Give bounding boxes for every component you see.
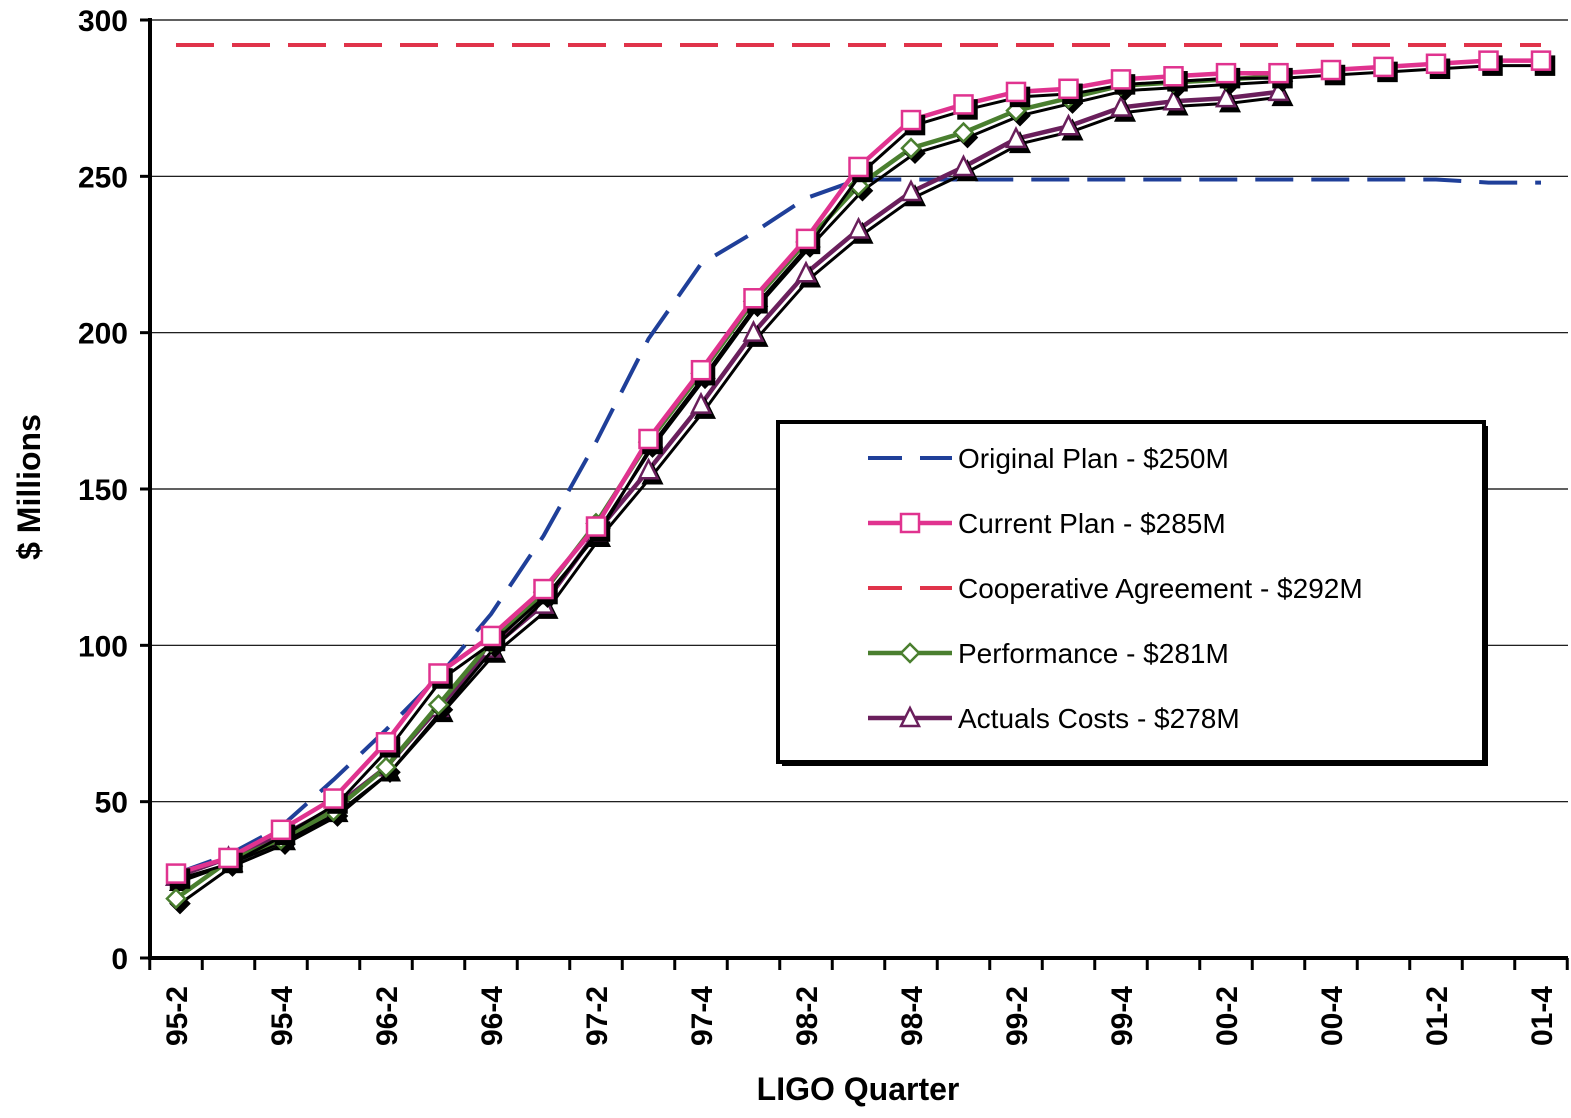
x-tick-label: 95-4: [266, 986, 299, 1046]
x-tick-label: 00-4: [1316, 986, 1349, 1046]
data-point: [375, 732, 397, 753]
legend-label: Actuals Costs - $278M: [958, 703, 1240, 734]
y-tick-label: 200: [78, 318, 128, 351]
data-point: [323, 788, 344, 809]
data-point: [689, 391, 713, 414]
data-point: [638, 428, 659, 450]
data-point: [270, 819, 292, 841]
series-0: [175, 177, 1541, 876]
data-point: [1425, 53, 1447, 75]
y-axis-title: $ Millions: [11, 414, 47, 560]
data-point: [428, 663, 449, 684]
data-point: [1478, 50, 1499, 71]
data-point: [900, 109, 922, 131]
y-tick-label: 100: [78, 630, 128, 663]
y-tick-label: 250: [78, 161, 128, 194]
data-point: [1215, 62, 1237, 84]
data-point: [900, 137, 922, 159]
data-point: [952, 121, 975, 144]
x-tick-label: 99-4: [1106, 986, 1139, 1046]
x-tick-label: 01-4: [1526, 986, 1559, 1046]
data-point: [1162, 88, 1185, 111]
data-point: [848, 156, 869, 178]
legend-items: Original Plan - $250M Current Plan - $285…: [868, 443, 1363, 734]
x-tick-label: 98-4: [896, 986, 929, 1046]
data-point: [743, 288, 764, 309]
x-tick-label: 96-2: [371, 986, 404, 1046]
x-tick-label: 95-2: [161, 986, 194, 1046]
x-tick-label: 97-4: [686, 986, 719, 1046]
data-point: [1268, 62, 1289, 84]
y-tick-label: 0: [111, 943, 128, 976]
tick-labels: 0 50 100 150 200 250 300 95-2 95-4 96-2 96-4 97-2 97…: [78, 5, 1559, 1046]
data-point: [1110, 69, 1132, 90]
data-point: [1058, 78, 1079, 100]
series-shadow-line: [179, 79, 1283, 905]
y-tick-label: 150: [78, 474, 128, 507]
data-point: [218, 847, 239, 869]
data-point: [952, 154, 975, 177]
legend-item: Performance - $281M: [868, 638, 1229, 669]
x-tick-label: 97-2: [581, 986, 614, 1046]
x-tick-label: 98-2: [791, 986, 824, 1046]
legend-item: Actuals Costs - $278M: [868, 703, 1240, 734]
legend-item: Original Plan - $250M: [868, 443, 1229, 474]
legend-item: Current Plan - $285M: [868, 508, 1226, 539]
data-point: [165, 887, 187, 910]
data-point: [637, 457, 660, 480]
data-point: [1057, 113, 1080, 136]
legend-label: Cooperative Agreement - $292M: [958, 573, 1363, 604]
data-point: [899, 642, 921, 664]
data-point: [953, 94, 974, 115]
data-point: [899, 512, 921, 534]
series-1: [165, 50, 1556, 889]
data-point: [1373, 56, 1394, 78]
x-tick-label: 96-4: [476, 986, 509, 1046]
legend-box: [776, 420, 1486, 764]
y-tick-label: 300: [78, 5, 128, 38]
data-point: [1109, 94, 1133, 117]
data-point: [480, 625, 502, 647]
data-point: [1163, 66, 1184, 87]
legend-label: Current Plan - $285M: [958, 508, 1226, 539]
data-point: [795, 228, 817, 250]
data-point: [847, 216, 870, 239]
axes: [140, 18, 1569, 970]
data-point: [1214, 85, 1238, 108]
data-point: [898, 705, 922, 728]
x-tick-label: 99-2: [1001, 986, 1034, 1046]
data-point: [742, 319, 765, 342]
data-point: [899, 179, 923, 202]
data-point: [1530, 50, 1552, 71]
legend-item: Cooperative Agreement - $292M: [868, 573, 1363, 604]
data-point: [533, 578, 554, 600]
legend: Original Plan - $250M Current Plan - $285…: [776, 420, 1488, 766]
data-point: [1004, 126, 1028, 149]
data-point: [165, 863, 187, 884]
series-line: [175, 177, 1541, 876]
data-point: [1320, 59, 1342, 81]
data-point: [375, 756, 397, 779]
data-point: [690, 359, 712, 381]
x-tick-label: 00-2: [1211, 986, 1244, 1046]
y-tick-label: 50: [95, 787, 128, 820]
data-point: [1005, 81, 1027, 103]
series-lines: [164, 43, 1556, 915]
data-point: [427, 693, 450, 716]
x-tick-label: 01-2: [1421, 986, 1454, 1046]
data-point: [794, 260, 818, 283]
x-axis-title: LIGO Quarter: [757, 1071, 960, 1107]
legend-label: Performance - $281M: [958, 638, 1229, 669]
data-point: [585, 516, 607, 537]
legend-label: Original Plan - $250M: [958, 443, 1229, 474]
